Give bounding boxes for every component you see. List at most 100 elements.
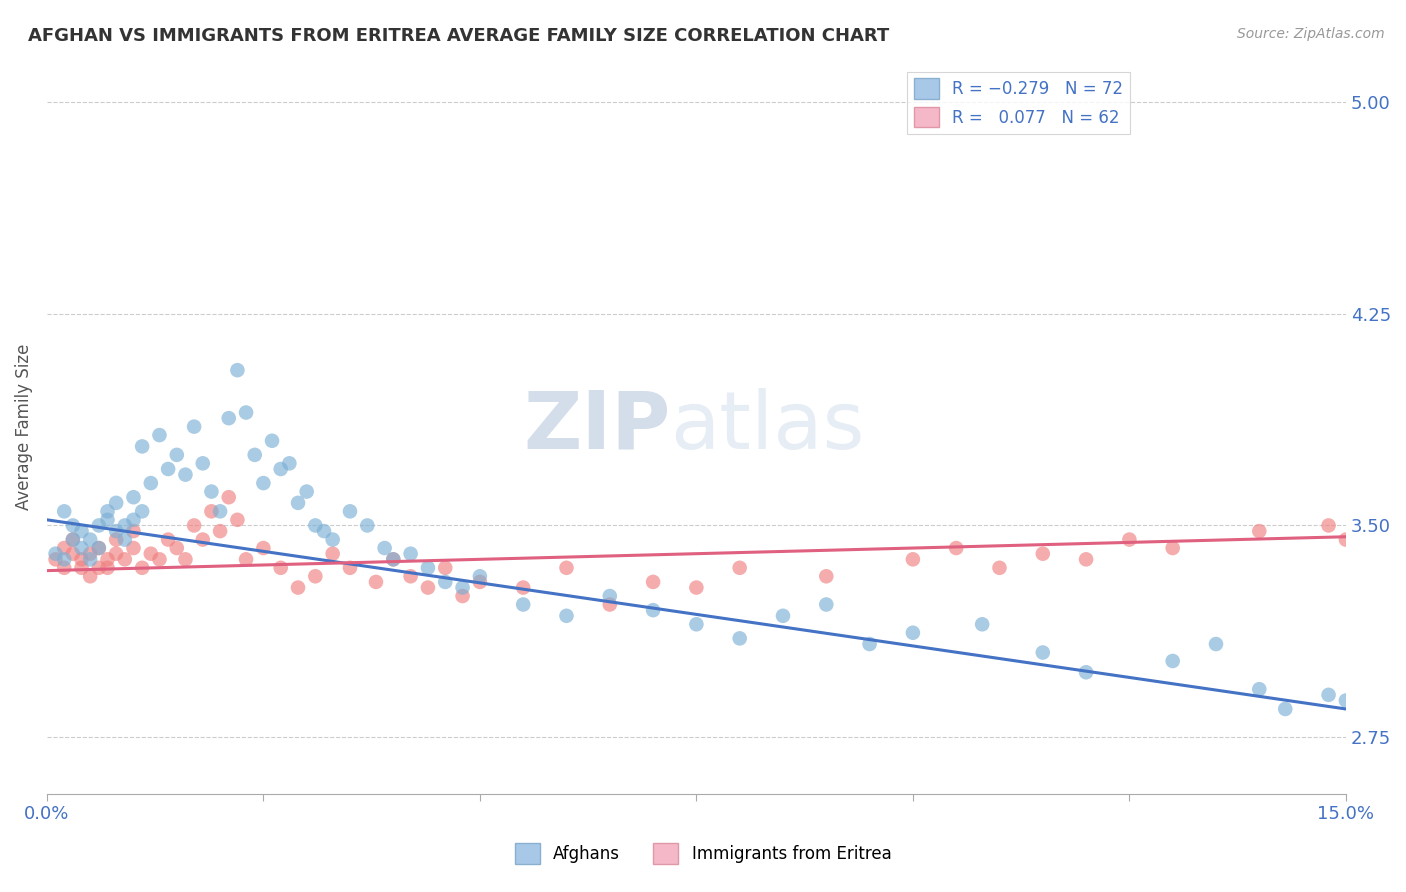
Point [322,547,344,561]
Point [79,569,101,583]
Point [374,541,396,555]
Point [399,547,422,561]
Point [53,561,76,575]
Point [555,561,578,575]
Point [599,598,621,612]
Point [1274,702,1296,716]
Point [96,561,118,575]
Point [278,456,301,470]
Point [416,581,439,595]
Text: ZIP: ZIP [523,388,671,466]
Point [218,490,240,504]
Point [382,552,405,566]
Point [105,547,128,561]
Point [157,533,180,547]
Point [53,552,76,566]
Point [1161,654,1184,668]
Point [191,533,214,547]
Point [139,476,162,491]
Point [512,581,534,595]
Point [183,419,205,434]
Point [287,581,309,595]
Point [901,625,924,640]
Point [166,448,188,462]
Point [114,533,136,547]
Point [148,428,170,442]
Point [70,524,93,538]
Point [364,574,387,589]
Point [45,547,67,561]
Point [295,484,318,499]
Point [1074,552,1097,566]
Point [252,541,274,555]
Point [815,598,838,612]
Point [87,518,110,533]
Point [209,504,232,518]
Point [70,561,93,575]
Point [105,533,128,547]
Point [105,524,128,538]
Legend: R = −0.279   N = 72, R =   0.077   N = 62: R = −0.279 N = 72, R = 0.077 N = 62 [907,71,1129,134]
Point [1032,646,1054,660]
Point [399,569,422,583]
Point [260,434,283,448]
Point [901,552,924,566]
Point [1334,533,1357,547]
Point [131,439,153,453]
Point [685,581,707,595]
Point [53,504,76,518]
Point [1317,688,1340,702]
Point [235,552,257,566]
Point [1205,637,1227,651]
Point [174,552,197,566]
Point [226,363,249,377]
Point [200,504,222,518]
Point [79,547,101,561]
Point [122,490,145,504]
Point [157,462,180,476]
Text: AFGHAN VS IMMIGRANTS FROM ERITREA AVERAGE FAMILY SIZE CORRELATION CHART: AFGHAN VS IMMIGRANTS FROM ERITREA AVERAG… [28,27,890,45]
Point [555,608,578,623]
Point [131,504,153,518]
Point [1249,682,1271,697]
Point [96,513,118,527]
Point [166,541,188,555]
Point [945,541,967,555]
Point [270,561,292,575]
Point [122,541,145,555]
Point [191,456,214,470]
Point [728,632,751,646]
Point [339,504,361,518]
Point [356,518,378,533]
Point [1118,533,1140,547]
Point [304,518,326,533]
Text: Source: ZipAtlas.com: Source: ZipAtlas.com [1237,27,1385,41]
Point [122,513,145,527]
Y-axis label: Average Family Size: Average Family Size [15,343,32,510]
Point [643,603,665,617]
Point [45,552,67,566]
Point [1074,665,1097,680]
Point [122,524,145,538]
Point [728,561,751,575]
Point [148,552,170,566]
Point [87,561,110,575]
Point [1161,541,1184,555]
Point [1317,518,1340,533]
Point [382,552,405,566]
Point [87,541,110,555]
Point [451,589,474,603]
Point [304,569,326,583]
Point [1334,693,1357,707]
Point [62,533,84,547]
Point [339,561,361,575]
Point [62,518,84,533]
Point [53,541,76,555]
Point [685,617,707,632]
Point [468,574,491,589]
Point [235,405,257,419]
Point [1032,547,1054,561]
Point [322,533,344,547]
Point [114,518,136,533]
Point [451,581,474,595]
